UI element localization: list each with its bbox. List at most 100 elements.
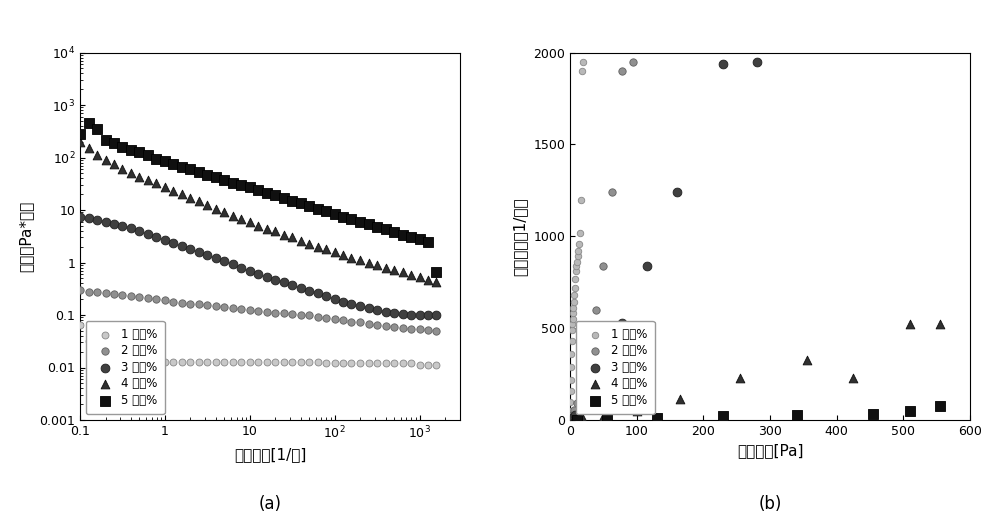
1 重量% (565, 309, 581, 318)
3 重量% (140, 230, 156, 238)
1 重量% (564, 320, 580, 329)
1 重量% (208, 358, 224, 366)
2 重量% (191, 300, 207, 309)
5 重量% (276, 194, 292, 202)
4 重量% (386, 266, 402, 274)
5 重量% (140, 151, 156, 160)
2 重量% (327, 315, 343, 323)
5 重量% (865, 410, 881, 418)
1 重量% (562, 406, 578, 415)
1 重量% (242, 358, 258, 366)
4 重量% (799, 356, 815, 364)
4 重量% (293, 237, 309, 245)
2 重量% (335, 316, 351, 324)
4 重量% (369, 261, 385, 269)
1 重量% (428, 361, 444, 370)
Y-axis label: 粘度［Pa*秒］: 粘度［Pa*秒］ (19, 201, 34, 272)
2 重量% (106, 290, 122, 298)
5 重量% (395, 230, 411, 239)
5 重量% (72, 130, 88, 138)
4 重量% (131, 173, 147, 181)
2 重量% (276, 309, 292, 317)
1 重量% (81, 337, 97, 345)
4 重量% (199, 201, 215, 209)
3 重量% (310, 289, 326, 298)
1 重量% (395, 359, 411, 368)
4 重量% (267, 227, 283, 236)
5 重量% (284, 196, 300, 205)
1 重量% (403, 359, 419, 368)
1 重量% (301, 358, 317, 366)
4 重量% (361, 258, 377, 267)
2 重量% (259, 308, 275, 316)
3 重量% (335, 297, 351, 306)
2 重量% (572, 388, 588, 397)
5 重量% (335, 212, 351, 220)
5 重量% (131, 148, 147, 156)
4 重量% (318, 245, 334, 253)
4 重量% (259, 225, 275, 233)
5 重量% (123, 145, 139, 154)
3 重量% (293, 284, 309, 292)
4 重量% (428, 278, 444, 287)
3 重量% (148, 233, 164, 242)
1 重量% (563, 362, 579, 371)
3 重量% (614, 318, 630, 327)
5 重量% (386, 228, 402, 236)
2 重量% (284, 310, 300, 318)
5 重量% (293, 199, 309, 207)
4 重量% (242, 218, 258, 227)
2 重量% (343, 317, 359, 326)
1 重量% (575, 58, 591, 66)
2 重量% (563, 415, 579, 423)
5 重量% (148, 154, 164, 163)
1 重量% (369, 359, 385, 368)
3 重量% (174, 242, 190, 250)
5 重量% (932, 402, 948, 411)
1 重量% (114, 353, 130, 361)
5 重量% (649, 414, 665, 422)
4 重量% (335, 250, 351, 259)
5 重量% (428, 268, 444, 277)
1 重量% (412, 361, 428, 370)
4 重量% (276, 230, 292, 239)
5 重量% (352, 217, 368, 226)
3 重量% (114, 222, 130, 230)
2 重量% (140, 294, 156, 302)
4 重量% (72, 138, 88, 146)
1 重量% (140, 358, 156, 366)
4 重量% (233, 215, 249, 223)
1 重量% (250, 358, 266, 366)
3 重量% (216, 257, 232, 266)
1 重量% (565, 314, 581, 323)
3 重量% (574, 405, 590, 413)
3 重量% (89, 216, 105, 224)
1 重量% (568, 267, 584, 276)
5 重量% (412, 235, 428, 243)
1 重量% (123, 354, 139, 362)
2 重量% (403, 324, 419, 333)
1 重量% (157, 358, 173, 366)
3 重量% (267, 276, 283, 284)
2 重量% (369, 321, 385, 329)
5 重量% (420, 237, 436, 246)
5 重量% (403, 233, 419, 241)
2 重量% (199, 301, 215, 309)
2 重量% (148, 295, 164, 303)
4 重量% (81, 144, 97, 152)
5 重量% (267, 191, 283, 200)
1 重量% (327, 359, 343, 368)
1 重量% (182, 358, 198, 366)
2 重量% (123, 292, 139, 300)
2 重量% (165, 297, 181, 306)
3 重量% (199, 250, 215, 259)
2 重量% (378, 321, 394, 330)
1 重量% (566, 298, 582, 307)
5 重量% (310, 205, 326, 213)
3 重量% (343, 300, 359, 309)
3 重量% (567, 411, 583, 419)
5 重量% (182, 165, 198, 173)
3 重量% (157, 236, 173, 244)
1 重量% (571, 239, 587, 248)
3 重量% (327, 295, 343, 303)
